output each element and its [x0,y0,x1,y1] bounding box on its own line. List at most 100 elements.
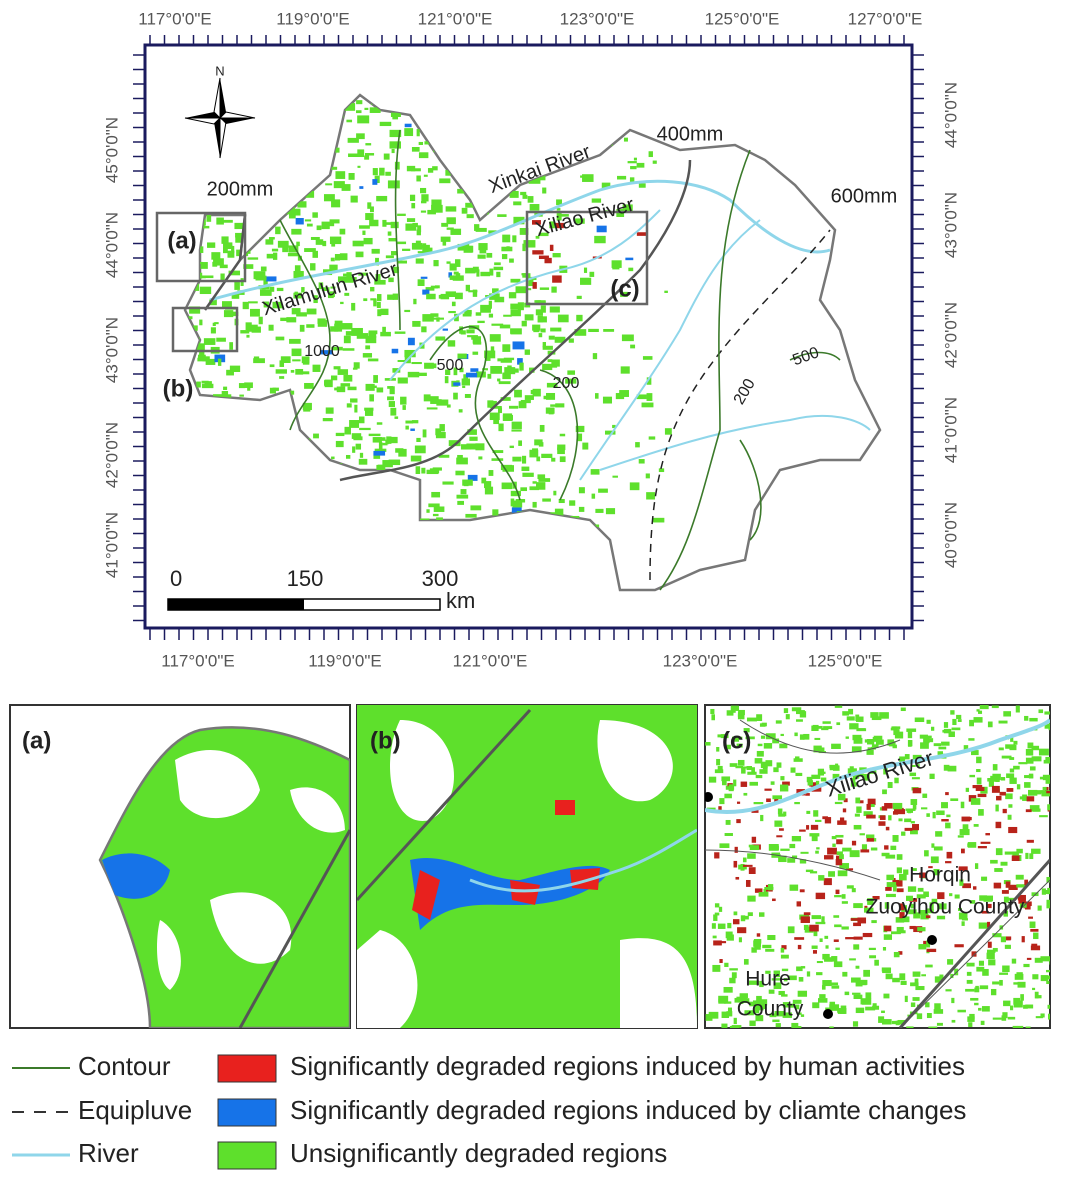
degraded-pixel [595,509,603,513]
degraded-pixel [756,775,763,778]
degraded-pixel [569,500,575,505]
degraded-pixel [811,775,820,779]
degraded-pixel [588,329,599,332]
degraded-pixel [423,429,427,437]
degraded-pixel [349,173,355,180]
degraded-pixel [411,456,422,462]
degraded-pixel [522,195,527,199]
degraded-pixel [819,772,826,774]
degraded-pixel [410,195,415,201]
degraded-pixel [239,395,244,397]
degraded-pixel [433,318,443,320]
degraded-pixel [582,174,594,182]
degraded-pixel [765,949,774,952]
degraded-pixel [226,370,234,376]
degraded-pixel [912,777,920,779]
degraded-pixel [412,420,418,423]
degraded-pixel [398,378,408,384]
degraded-pixel [944,722,948,728]
degraded-pixel [908,886,916,892]
degraded-pixel [462,208,468,214]
degraded-pixel [412,147,420,152]
degraded-pixel [511,499,515,507]
degraded-pixel [350,398,357,402]
degraded-pixel [937,1023,943,1026]
degraded-pixel [346,455,350,459]
degraded-pixel [722,778,727,785]
degraded-pixel [439,178,450,183]
scale-unit: km [446,588,475,613]
degraded-pixel [978,809,984,816]
degraded-pixel [276,337,285,341]
degraded-pixel [747,718,757,722]
degraded-pixel [434,399,442,403]
degraded-pixel [1027,796,1035,801]
degraded-pixel [946,815,950,818]
degraded-pixel [917,1013,922,1019]
degraded-pixel [446,291,456,297]
degraded-pixel [794,802,800,804]
degraded-pixel [1009,778,1016,784]
degraded-pixel [799,830,806,832]
degraded-pixel [392,149,395,153]
degraded-pixel [780,849,789,851]
degraded-pixel [973,717,982,723]
degraded-pixel [744,959,749,965]
degraded-pixel [464,482,469,486]
degraded-pixel [348,153,358,157]
degraded-pixel [491,346,494,353]
degraded-pixel [860,849,869,852]
degraded-pixel [1018,762,1027,764]
degraded-pixel [275,227,280,235]
degraded-pixel [445,376,449,383]
degraded-pixel [196,382,201,388]
degraded-pixel [990,860,998,864]
degraded-pixel [893,835,899,842]
degraded-pixel [781,948,784,953]
degraded-pixel [786,714,790,719]
degraded-pixel [945,989,951,991]
degraded-pixel [373,168,378,175]
degraded-pixel [1038,905,1042,910]
degraded-pixel [832,844,835,847]
degraded-pixel [1024,775,1033,778]
degraded-pixel [239,383,245,388]
degraded-pixel [901,981,907,985]
degraded-pixel [446,206,457,211]
degraded-pixel [871,848,877,851]
degraded-pixel [459,409,463,412]
degraded-pixel [622,334,634,341]
degraded-pixel [520,487,527,491]
degraded-pixel [369,330,378,334]
degraded-pixel [465,514,476,518]
degraded-pixel [560,434,565,437]
degraded-pixel [380,332,391,336]
degraded-pixel [718,766,723,772]
degraded-pixel [743,858,747,863]
degraded-pixel [1006,773,1014,778]
degraded-pixel [958,835,964,837]
degraded-pixel [603,329,614,332]
degraded-pixel [457,455,463,463]
degraded-pixel [261,267,267,272]
degraded-pixel [719,907,722,912]
degraded-pixel [522,321,527,327]
degraded-pixel [359,186,363,189]
degraded-pixel [822,816,828,819]
degraded-pixel [347,403,352,407]
degraded-pixel [1024,716,1028,721]
degraded-pixel [391,251,397,255]
degraded-pixel [216,218,224,225]
degraded-pixel [727,923,731,928]
degraded-pixel [927,1013,932,1018]
degraded-pixel [529,450,538,458]
coordinate-label: 43°0'0"N [102,317,121,383]
degraded-pixel [764,789,771,791]
degraded-pixel [797,901,801,906]
degraded-pixel [387,396,394,400]
coordinate-label: 119°0'0"E [308,651,381,670]
degraded-pixel [248,301,258,303]
degraded-pixel [798,945,801,949]
degraded-pixel [352,433,361,439]
degraded-pixel [478,243,487,250]
